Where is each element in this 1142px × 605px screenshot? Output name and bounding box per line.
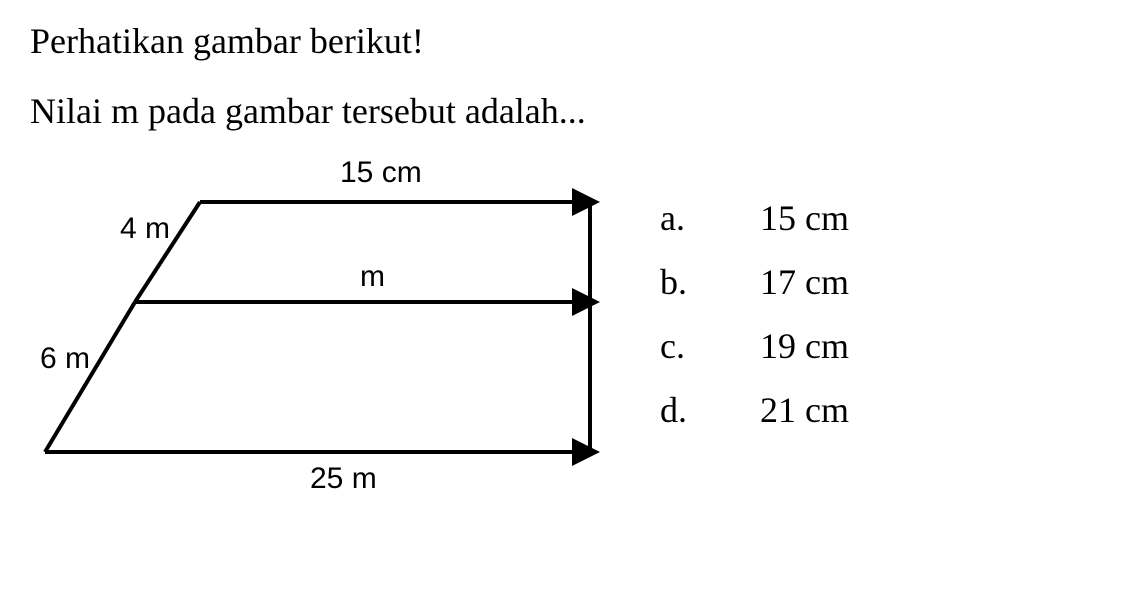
left-lower-side: [45, 302, 135, 452]
answer-list: a. 15 cm b. 17 cm c. 19 cm d. 21 cm: [660, 197, 849, 431]
answer-d: d. 21 cm: [660, 389, 849, 431]
label-bottom: 25 m: [310, 462, 377, 496]
trapezoid-diagram: 15 cm 4 m m 6 m 25 m: [30, 142, 650, 522]
answer-letter-b: b.: [660, 261, 760, 303]
answer-value-d: 21 cm: [760, 389, 849, 431]
answer-value-c: 19 cm: [760, 325, 849, 367]
label-lower-left: 6 m: [40, 342, 90, 376]
answer-value-b: 17 cm: [760, 261, 849, 303]
label-middle: m: [360, 260, 385, 294]
answer-letter-d: d.: [660, 389, 760, 431]
question-line-2: Nilai m pada gambar tersebut adalah...: [30, 90, 1112, 132]
content-row: 15 cm 4 m m 6 m 25 m a. 15 cm b. 17 cm c…: [30, 142, 1112, 522]
answer-value-a: 15 cm: [760, 197, 849, 239]
answer-a: a. 15 cm: [660, 197, 849, 239]
answer-b: b. 17 cm: [660, 261, 849, 303]
answer-letter-c: c.: [660, 325, 760, 367]
question-line-1: Perhatikan gambar berikut!: [30, 20, 1112, 62]
label-upper-left: 4 m: [120, 212, 170, 246]
answer-letter-a: a.: [660, 197, 760, 239]
answer-c: c. 19 cm: [660, 325, 849, 367]
label-top: 15 cm: [340, 156, 422, 190]
